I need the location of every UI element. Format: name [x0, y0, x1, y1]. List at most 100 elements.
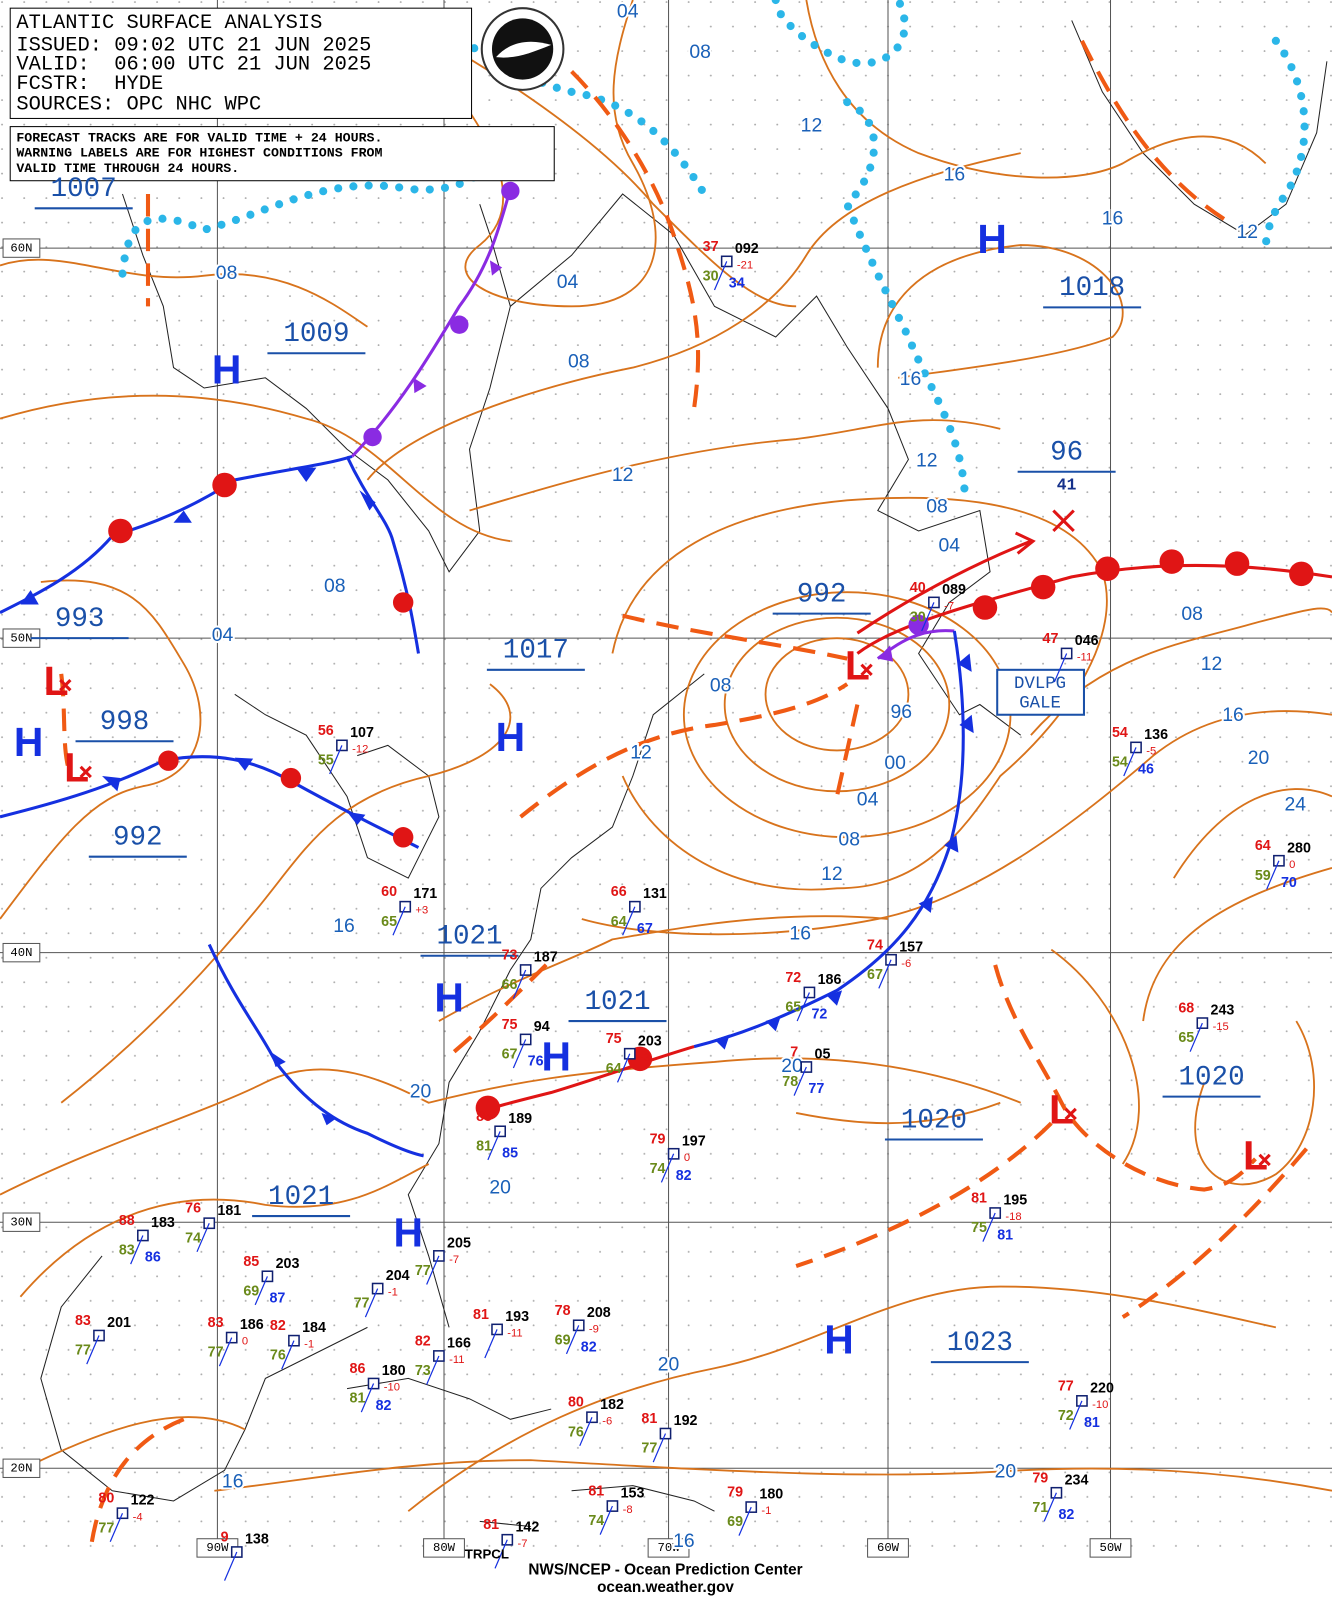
wind-barb — [565, 1325, 580, 1355]
station-temp: 79 — [650, 1131, 666, 1147]
station-extra: 87 — [269, 1291, 285, 1307]
station-dewpoint: 30 — [703, 268, 719, 284]
isobar-label: 04 — [857, 789, 879, 811]
station-pressure: 208 — [587, 1305, 611, 1321]
note-line: FORECAST TRACKS ARE FOR VALID TIME + 24 … — [16, 130, 382, 145]
latitude-label: 20N — [10, 1462, 32, 1476]
isobar-label: 12 — [801, 115, 823, 137]
station-dewpoint: 78 — [782, 1074, 798, 1090]
station-tendency: -11 — [507, 1327, 522, 1339]
isobars — [0, 0, 1332, 1512]
station-pressure: 193 — [505, 1309, 529, 1325]
station-temp: 80 — [568, 1395, 584, 1411]
low-x — [59, 678, 72, 692]
wind-barb — [196, 1222, 210, 1253]
station-tendency: -5 — [1146, 745, 1156, 757]
isobar-label: 08 — [1181, 603, 1203, 625]
station-marker — [623, 1047, 636, 1060]
wind-barb — [1053, 653, 1068, 683]
wind-barb — [1266, 860, 1280, 890]
station-pressure: 153 — [621, 1486, 645, 1502]
isobar-label: 20 — [658, 1353, 680, 1375]
station-dewpoint: 75 — [971, 1220, 987, 1236]
station-temp: 77 — [1058, 1378, 1074, 1394]
latitude-label: 30N — [10, 1215, 32, 1229]
station-temp: 81 — [641, 1411, 657, 1427]
station-temp: 81 — [483, 1517, 499, 1533]
wind-barb — [652, 1433, 667, 1463]
station-dewpoint: 83 — [119, 1243, 135, 1259]
station-temp: 56 — [318, 723, 334, 739]
isobar-label: 16 — [222, 1471, 244, 1493]
wind-barb — [494, 1539, 508, 1569]
note-box — [9, 126, 555, 182]
station-marker — [519, 964, 532, 976]
high-center: H — [394, 1209, 423, 1255]
station-tendency: -1 — [761, 1505, 771, 1517]
station-dewpoint: 73 — [415, 1363, 431, 1379]
station-extra: 82 — [1058, 1507, 1074, 1523]
station-pressure: 131 — [643, 886, 667, 902]
low-center: L — [44, 658, 69, 704]
station-tendency: -21 — [737, 259, 753, 271]
station-marker — [745, 1501, 758, 1513]
wind-barb — [223, 1551, 238, 1581]
isobar-label: 96 — [890, 701, 912, 723]
station-dewpoint: 54 — [1112, 755, 1128, 771]
isobar-label: 16 — [900, 368, 922, 390]
low-center: L — [1243, 1133, 1268, 1179]
station-extra: 70 — [1281, 875, 1297, 891]
station-dewpoint: 66 — [502, 977, 518, 993]
pressure-value: 1007 — [51, 174, 117, 205]
station-temp: 76 — [185, 1201, 201, 1217]
station-temp: 74 — [867, 937, 883, 953]
station-marker — [720, 255, 733, 268]
station-tendency: -10 — [384, 1382, 400, 1394]
dot-grid — [0, 0, 1332, 1563]
station-pressure: 197 — [682, 1133, 706, 1149]
station-pressure: 138 — [245, 1532, 269, 1548]
station-dewpoint: 59 — [1255, 868, 1271, 884]
wind-barb — [484, 1329, 498, 1359]
station-temp: 64 — [1255, 838, 1271, 854]
station-temp: 79 — [1032, 1470, 1048, 1486]
isobar-label: 20 — [1248, 747, 1270, 769]
fronts — [0, 181, 1332, 1158]
station-pressure: 184 — [302, 1320, 326, 1336]
station-temp: 81 — [588, 1484, 604, 1500]
wind-barb — [360, 1383, 375, 1413]
station-extra: 46 — [1138, 762, 1154, 778]
wind-barb — [713, 261, 728, 291]
station-tendency: -4 — [133, 1511, 143, 1523]
pressure-value: 1023 — [947, 1328, 1013, 1359]
station-dewpoint: 30 — [910, 610, 926, 626]
footer-site: ocean.weather.gov — [597, 1579, 734, 1596]
wind-barb — [793, 1066, 807, 1096]
station-pressure: 092 — [735, 241, 759, 257]
station-pressure: 180 — [382, 1363, 406, 1379]
pressure-value: 1009 — [283, 319, 349, 350]
station-extra: 34 — [729, 276, 745, 292]
isobar-label: 16 — [789, 922, 811, 944]
station-dewpoint: 76 — [568, 1424, 584, 1440]
station-tendency: -7 — [449, 1254, 459, 1266]
isobar-label: 16 — [1102, 208, 1124, 230]
station-temp: 85 — [476, 1109, 492, 1125]
station-dewpoint: 69 — [555, 1332, 571, 1348]
latitude-label: 40N — [10, 946, 32, 960]
station-pressure: 171 — [413, 886, 437, 902]
station-tendency: 0 — [684, 1152, 690, 1164]
wind-barb — [254, 1276, 268, 1306]
high-center: H — [14, 719, 43, 765]
station-temp: 82 — [270, 1318, 286, 1334]
longitude-label: 50W — [1099, 1541, 1122, 1555]
station-extra: 86 — [145, 1250, 161, 1266]
station-pressure: 189 — [508, 1111, 532, 1127]
wind-barb — [1043, 1492, 1057, 1522]
station-tendency: -10 — [1092, 1399, 1108, 1411]
isobar-label: 04 — [557, 271, 579, 293]
isobar-label: 12 — [1237, 221, 1259, 243]
longitude-label: 60W — [877, 1541, 900, 1555]
isobar-label: 04 — [617, 0, 639, 22]
station-marker — [336, 739, 348, 752]
